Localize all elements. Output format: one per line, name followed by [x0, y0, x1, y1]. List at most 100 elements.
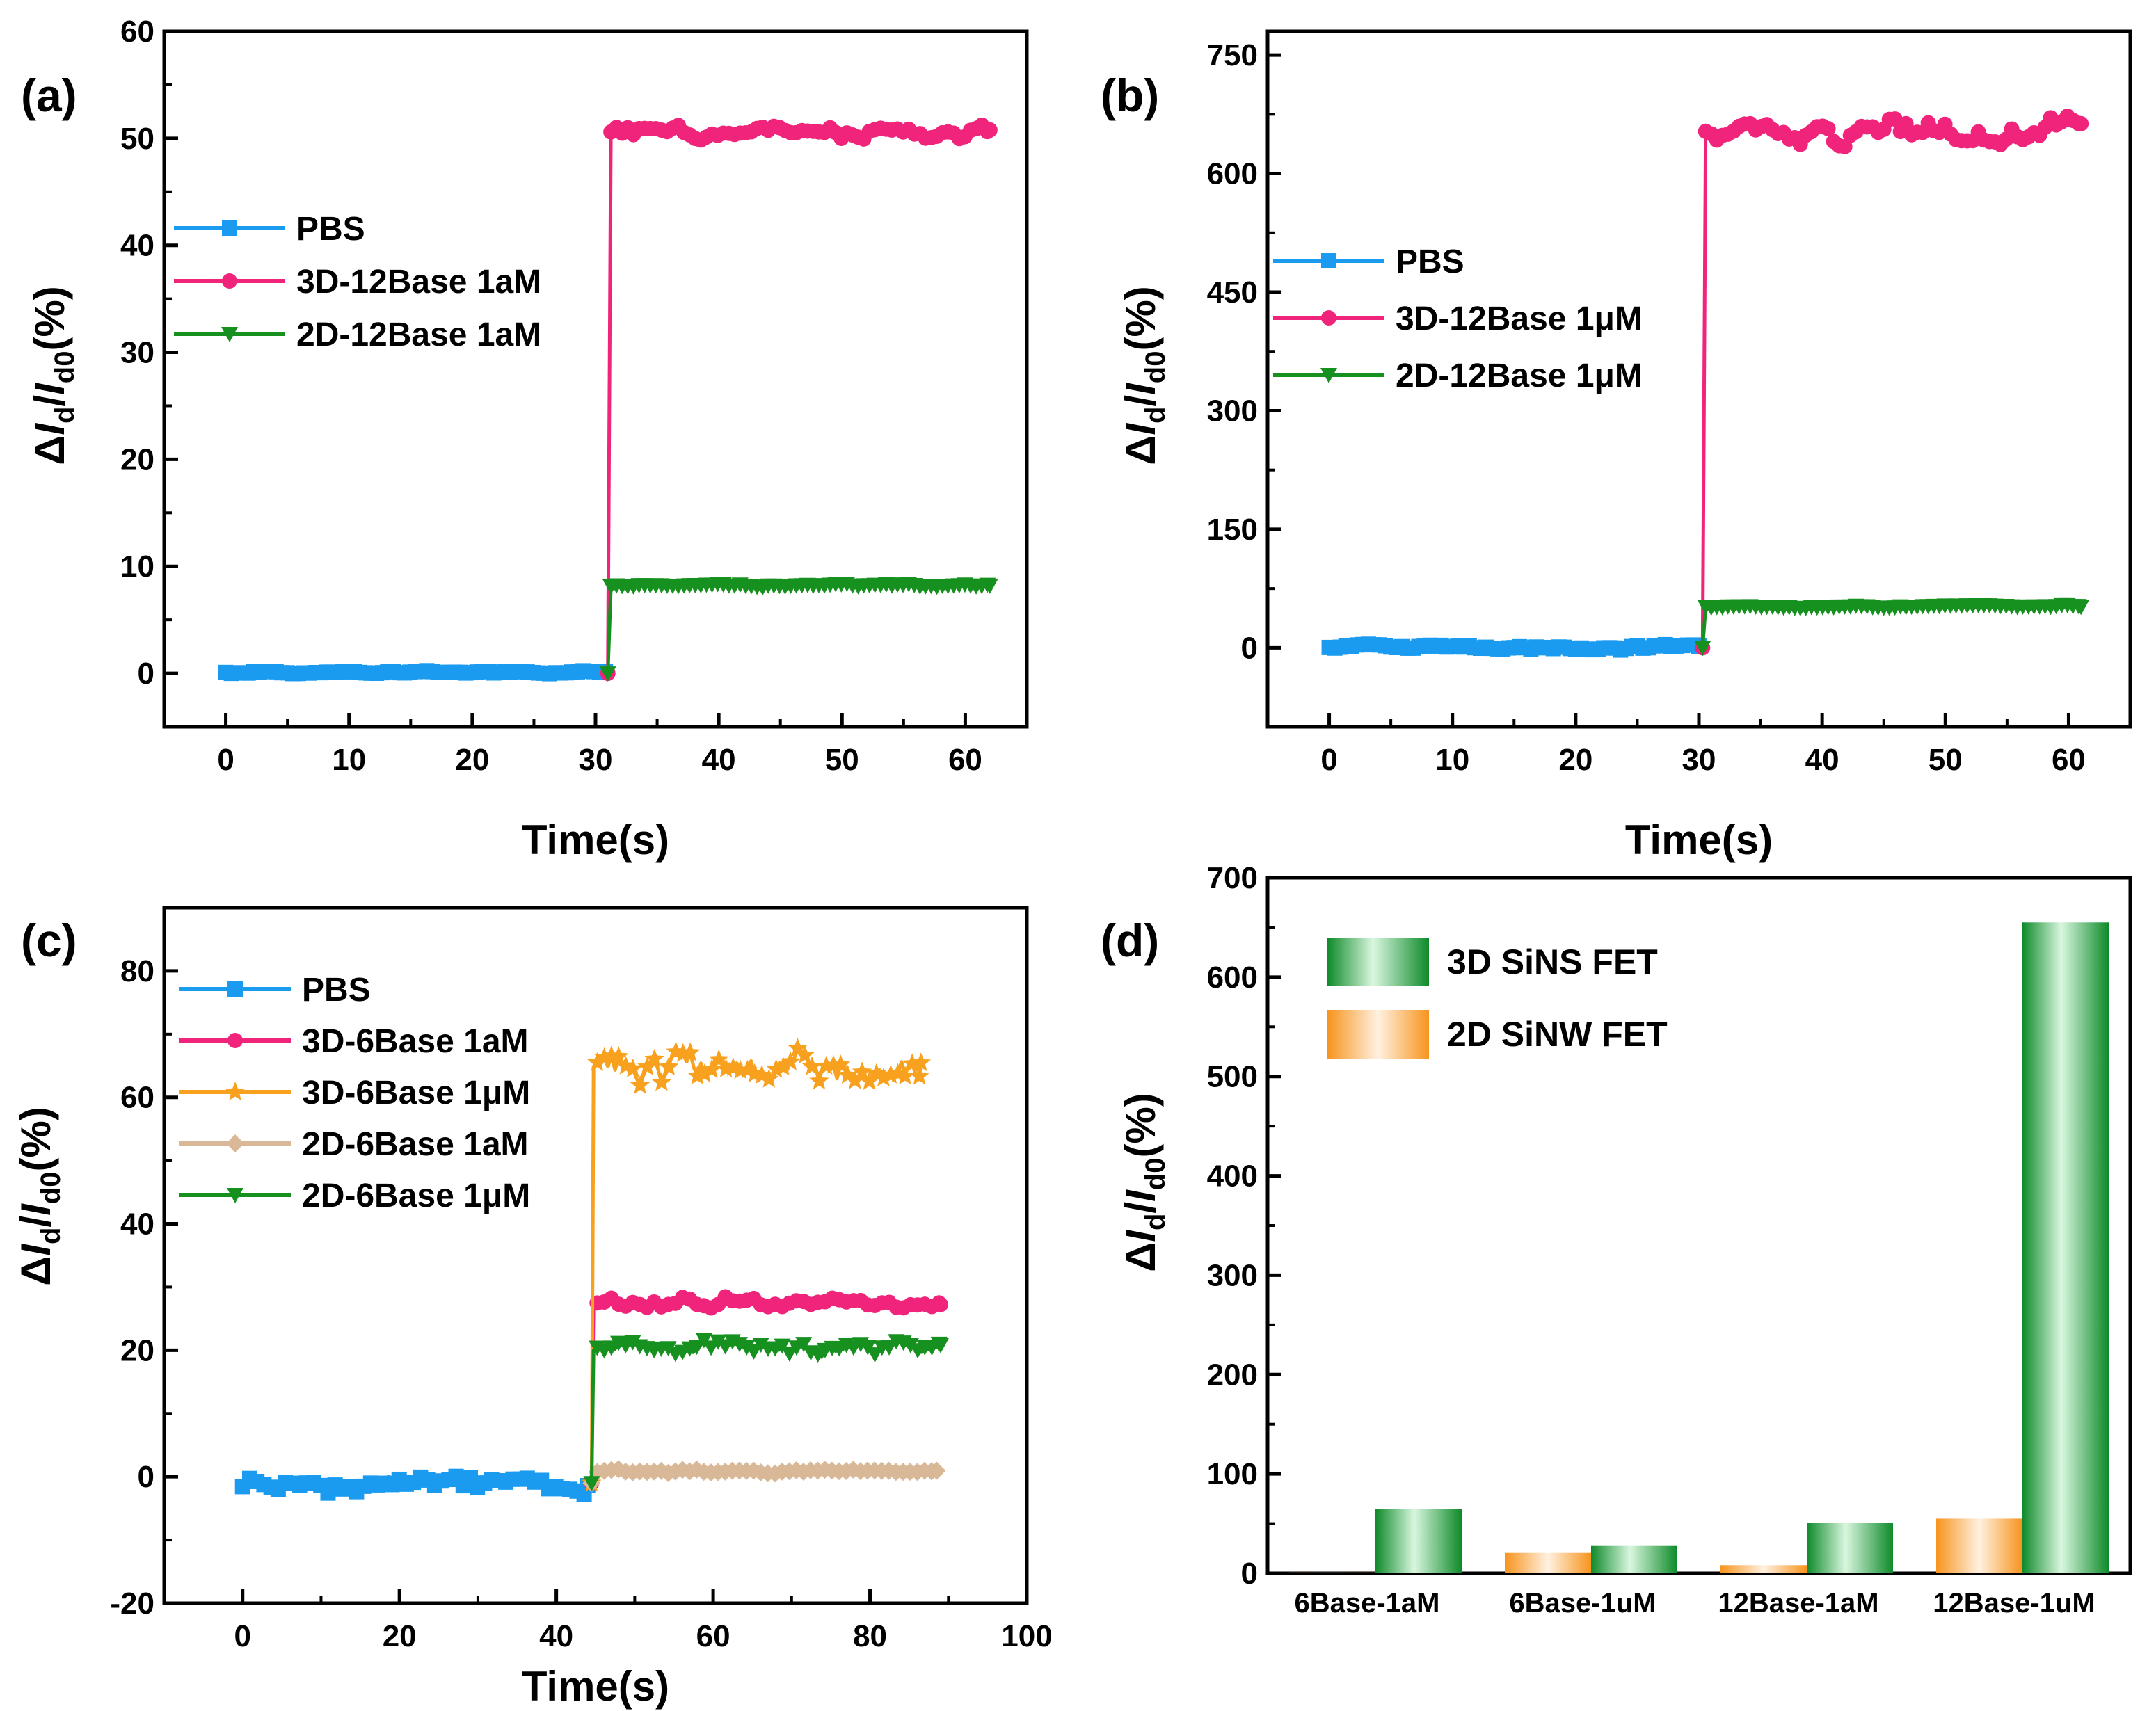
series-pbs — [218, 663, 614, 682]
data-point — [608, 1046, 629, 1066]
data-point — [751, 1065, 772, 1084]
y-axis-label-part: / — [1117, 395, 1164, 407]
y-axis-label-part: Δ — [1117, 435, 1164, 465]
data-point — [745, 1344, 762, 1360]
y-axis-label-part: d0 — [1140, 351, 1171, 384]
legend-marker — [222, 273, 237, 289]
data-point — [816, 1055, 836, 1075]
legend: 3D SiNS FET 2D SiNW FET — [1327, 938, 1668, 1059]
data-point — [583, 1476, 600, 1492]
panel-d: 0100200300400500600700ΔId/Id0(%)(d)6Base… — [1101, 861, 2132, 1618]
y-axis-label-part: Δ — [13, 1256, 59, 1286]
y-axis-label: ΔId/Id0(%) — [1117, 1093, 1171, 1272]
data-point — [630, 1075, 650, 1094]
data-point — [794, 1045, 815, 1064]
y-tick-label: 450 — [1207, 275, 1258, 310]
legend-label: 3D-6Base 1aM — [302, 1023, 529, 1060]
data-point — [1820, 120, 1836, 136]
legend-item-2d-12base-1um: 2D-12Base 1μM — [1273, 358, 1643, 394]
data-point — [909, 1066, 929, 1085]
x-tick-label: 20 — [455, 743, 489, 777]
data-point — [888, 1063, 908, 1082]
y-tick-label: 600 — [1207, 961, 1258, 995]
series-line — [606, 581, 991, 674]
data-point — [982, 122, 998, 138]
data-point — [710, 1334, 727, 1350]
bar-3d-sins-fet — [1591, 1545, 1677, 1573]
series-line — [1700, 114, 2082, 648]
data-point — [644, 1048, 664, 1068]
bar-2d-sinw-fet — [1505, 1552, 1591, 1573]
y-tick-label: 100 — [1207, 1457, 1258, 1491]
data-point — [809, 1070, 829, 1090]
bar-2d-sinw-fet — [1720, 1565, 1807, 1573]
y-axis-label-part: I — [1117, 383, 1164, 395]
data-point — [701, 1059, 722, 1079]
legend-item-3d-6base-1um: 3D-6Base 1μM — [179, 1075, 530, 1111]
legend-item-pbs: PBS — [179, 972, 371, 1009]
data-point — [911, 1052, 932, 1072]
y-axis-label-part: / — [26, 395, 73, 407]
series-2d-6base-1am — [582, 1460, 946, 1493]
y-tick-label: 60 — [120, 1081, 154, 1115]
x-tick-label: 10 — [332, 743, 366, 777]
data-point — [687, 1066, 708, 1085]
y-axis-label-part: Δ — [26, 435, 73, 465]
y-tick-label: 700 — [1207, 861, 1258, 895]
data-point — [852, 1061, 872, 1081]
data-point — [651, 1072, 672, 1091]
data-point — [1694, 641, 1711, 657]
data-point — [673, 1043, 694, 1062]
legend-marker — [221, 327, 238, 342]
data-point — [866, 1347, 884, 1363]
data-point — [823, 1054, 844, 1074]
legend-label: 2D-6Base 1aM — [302, 1126, 529, 1163]
legend-label: PBS — [1396, 243, 1464, 280]
legend-marker — [1321, 310, 1336, 326]
legend-item-pbs: PBS — [1273, 243, 1464, 280]
y-axis-label-part: d — [1140, 407, 1171, 424]
y-tick-label: -20 — [110, 1587, 154, 1621]
legend-item-2d-6base-1um: 2D-6Base 1μM — [179, 1178, 530, 1214]
legend-item-2d-12base-1am: 2D-12Base 1aM — [174, 316, 541, 353]
y-axis-label-part: d — [49, 407, 80, 424]
data-point — [788, 1038, 808, 1057]
data-point — [723, 1057, 744, 1077]
panel-label: (b) — [1101, 70, 1159, 121]
data-point — [873, 1067, 894, 1086]
y-tick-label: 0 — [138, 657, 154, 691]
legend-label: 2D SiNW FET — [1447, 1015, 1668, 1054]
panel-label: (a) — [21, 70, 77, 121]
y-axis-label-part: d — [35, 1228, 66, 1244]
panel-label: (c) — [21, 915, 77, 966]
y-axis-label-part: I — [13, 1244, 59, 1256]
legend-item-2d-6base-1am: 2D-6Base 1aM — [179, 1126, 529, 1163]
series-2d-6base-1um — [583, 1333, 949, 1492]
legend-swatch — [1327, 938, 1429, 986]
data-point — [859, 1070, 879, 1091]
legend: PBS 3D-6Base 1aM 3D-6Base 1μM 2D-6Base 1aM 2… — [179, 972, 530, 1214]
legend-label: PBS — [302, 972, 371, 1009]
data-point — [881, 1064, 901, 1084]
y-tick-label: 50 — [120, 122, 154, 156]
series-line — [589, 1046, 923, 1484]
legend: PBS 3D-12Base 1aM 2D-12Base 1aM — [174, 211, 541, 353]
bar-group-6base-1am: 6Base-1aM — [1289, 1509, 1462, 1618]
legend-marker — [1321, 253, 1336, 268]
legend-label: 3D-6Base 1μM — [302, 1075, 530, 1111]
y-axis-label-part: / — [1117, 1202, 1164, 1214]
legend-label: 2D-12Base 1μM — [1396, 358, 1643, 394]
x-tick-label: 30 — [579, 743, 613, 777]
y-axis-label-part: I — [1117, 423, 1164, 435]
y-axis-label-part: Δ — [1117, 1242, 1164, 1272]
legend-marker — [226, 1134, 244, 1152]
bar-3d-sins-fet — [2022, 922, 2109, 1573]
x-axis-label: Time(s) — [522, 1663, 669, 1710]
data-point — [773, 1057, 794, 1076]
data-point — [801, 1056, 822, 1075]
series-line — [589, 1295, 942, 1484]
legend-label: PBS — [296, 211, 365, 248]
series-3d-12base-1am — [600, 117, 998, 682]
series-3d-12base-1um — [1695, 108, 2089, 656]
